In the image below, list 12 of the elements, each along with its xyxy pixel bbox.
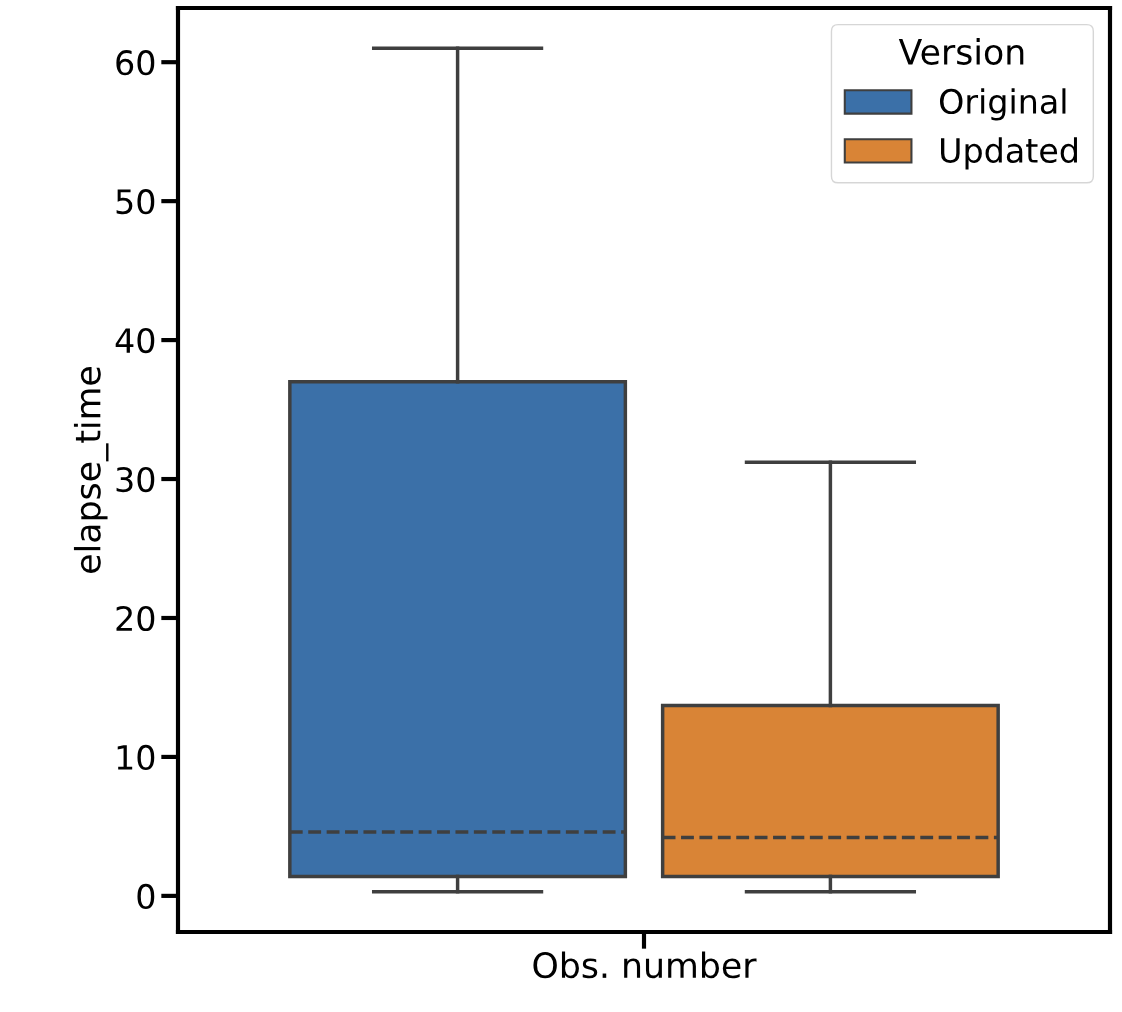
- legend-title: Version: [898, 38, 1024, 65]
- x-tick-label: Obs. number: [533, 951, 757, 979]
- y-tick-label: 50: [116, 189, 155, 215]
- y-axis-title: elapse_time: [73, 367, 109, 573]
- y-tick-label: 10: [117, 744, 155, 771]
- y-tick-label: 30: [116, 466, 155, 493]
- y-tick-label: 20: [116, 605, 155, 632]
- legend-label: Original: [939, 88, 1066, 121]
- y-tick-label: 60: [116, 50, 155, 76]
- y-tick-label: 40: [115, 328, 155, 354]
- legend-label: Updated: [941, 137, 1077, 170]
- y-tick-label: 0: [137, 883, 155, 910]
